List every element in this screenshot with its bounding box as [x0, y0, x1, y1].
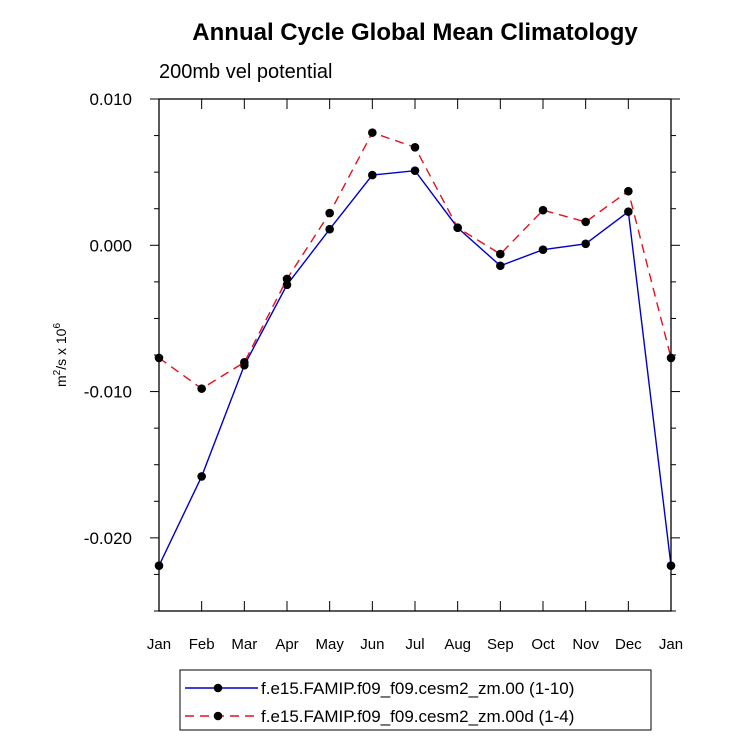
y-tick-label: 0.000	[89, 236, 132, 255]
data-point	[282, 274, 292, 284]
data-point	[538, 205, 548, 215]
data-point	[325, 208, 334, 218]
data-point	[624, 186, 633, 196]
legend-label: f.e15.FAMIP.f09_f09.cesm2_zm.00 (1-10)	[261, 679, 574, 698]
chart-title: Annual Cycle Global Mean Climatology	[192, 19, 638, 46]
legend-marker	[213, 683, 223, 693]
data-point	[368, 170, 377, 180]
legend-box	[179, 669, 652, 731]
x-tick-label: Oct	[531, 636, 555, 653]
data-point	[197, 384, 206, 393]
y-axis-label: m2/s x 106	[52, 323, 69, 387]
data-point	[581, 239, 590, 249]
x-tick-label: Sep	[487, 636, 514, 653]
series-layer	[154, 128, 676, 570]
x-tick-label: May	[315, 636, 344, 653]
data-point	[197, 472, 206, 481]
y-tick-label: -0.020	[84, 529, 132, 548]
plot-frame	[158, 98, 672, 612]
data-point	[410, 142, 420, 152]
y-tick-label: -0.010	[84, 383, 132, 402]
data-point	[240, 358, 249, 367]
axis-ticks	[150, 98, 680, 612]
x-tick-label: Feb	[189, 636, 215, 653]
series-2	[154, 128, 676, 393]
data-point	[538, 245, 548, 254]
legend: f.e15.FAMIP.f09_f09.cesm2_zm.00 (1-10) f.…	[179, 669, 652, 731]
legend-marker	[213, 711, 223, 721]
x-tick-label: Aug	[444, 636, 471, 653]
x-tick-label: Jun	[360, 636, 384, 653]
data-point	[368, 128, 377, 137]
x-tick-label: Jul	[405, 636, 424, 653]
x-tick-label: Nov	[572, 636, 599, 653]
x-tick-label: Dec	[615, 636, 642, 653]
x-tick-label: Mar	[231, 636, 257, 653]
series-1	[154, 166, 676, 570]
chart-subtitle: 200mb vel potential	[159, 61, 332, 83]
svg-text:m2/s x 106: m2/s x 106	[52, 323, 69, 387]
data-point	[496, 249, 505, 259]
data-point	[453, 223, 462, 233]
data-point	[410, 166, 420, 175]
tick-labels: Jan Feb Mar Apr May Jun Jul Aug Sep Oct Nov Dec Jan -…	[84, 90, 683, 653]
data-point	[325, 224, 334, 234]
data-point	[496, 261, 505, 271]
x-tick-label: Jan	[147, 636, 171, 653]
legend-label: f.e15.FAMIP.f09_f09.cesm2_zm.00d (1-4)	[261, 707, 574, 726]
x-tick-label: Apr	[275, 636, 298, 653]
y-tick-label: 0.010	[89, 90, 132, 109]
data-point	[624, 207, 633, 216]
data-point	[581, 217, 590, 227]
x-tick-label: Jan	[659, 636, 683, 653]
